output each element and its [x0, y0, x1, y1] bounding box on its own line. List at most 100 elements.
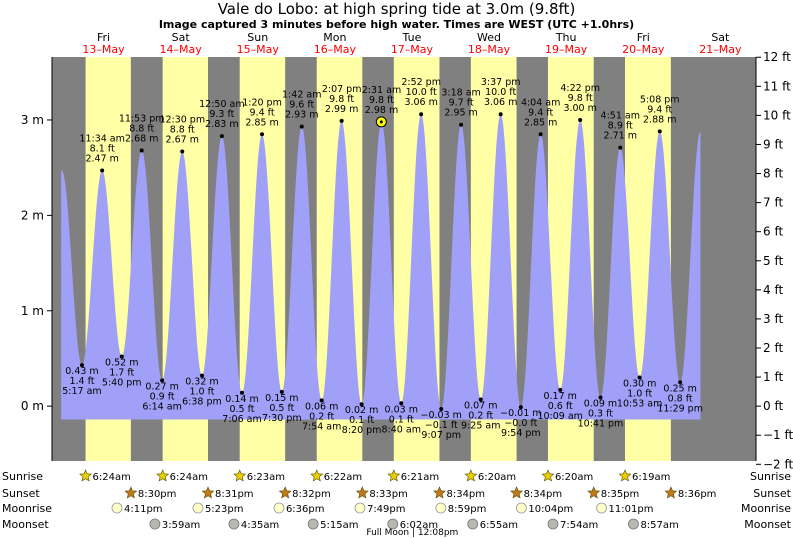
- high-tide-label: 5:08 pm: [640, 94, 680, 105]
- sunrise-time: 6:20am: [478, 472, 516, 483]
- day-of-week-label: Mon: [323, 31, 346, 44]
- high-tide-label: 11:34 am: [79, 134, 124, 145]
- moonset-time: 8:57am: [640, 520, 678, 531]
- sunrise-time: 6:21am: [401, 472, 439, 483]
- moonset-icon: [149, 518, 161, 530]
- day-of-week-label: Sun: [247, 31, 268, 44]
- high-tide-label: 2.83 m: [205, 119, 238, 130]
- low-tide-label: 0.43 m: [65, 366, 98, 377]
- moonrise-icon: [435, 502, 447, 514]
- day-of-week-label: Thu: [555, 31, 577, 44]
- low-tide-label: 0.30 m: [623, 379, 656, 390]
- high-tide-label: 2.47 m: [85, 154, 118, 165]
- high-tide-label: 9.8 ft: [329, 94, 354, 105]
- high-tide-label: 2.85 m: [524, 117, 557, 128]
- moonset-time: 4:35am: [241, 520, 279, 531]
- sunrise-time: 6:19am: [632, 472, 670, 483]
- high-tide-label: 3.00 m: [563, 103, 596, 114]
- high-tide-label: 2.99 m: [325, 104, 358, 115]
- sunrise-time: 6:24am: [170, 472, 208, 483]
- right-axis-tick-label: −1 ft: [763, 428, 793, 442]
- low-tide-label: 7:54 am: [302, 421, 341, 432]
- low-tide-point: [319, 398, 324, 403]
- low-tide-label: −0.03 m: [421, 410, 462, 421]
- sunset-time: 8:33pm: [369, 489, 408, 500]
- sunset-icon: [124, 486, 138, 499]
- right-axis-tick-label: 5 ft: [763, 254, 783, 268]
- low-tide-label: 10:53 am: [617, 399, 662, 410]
- low-tide-label: 0.03 m: [385, 404, 418, 415]
- low-tide-label: 0.5 ft: [229, 404, 254, 415]
- low-tide-point: [199, 373, 204, 378]
- high-tide-label: 8.9 ft: [608, 121, 633, 132]
- day-of-week-label: Tue: [402, 31, 422, 44]
- low-tide-label: −0.01 m: [500, 408, 541, 419]
- low-tide-label: 11:29 pm: [657, 403, 703, 414]
- high-tide-point: [498, 112, 503, 117]
- date-label: 15–May: [237, 43, 280, 56]
- low-tide-label: 7:06 am: [222, 414, 261, 425]
- low-tide-point: [119, 354, 124, 359]
- moonset-time: 7:54am: [560, 520, 598, 531]
- moonset-icon: [307, 518, 319, 530]
- moonset-row-label-right: Moonset: [744, 518, 791, 531]
- sunset-time: 8:36pm: [678, 489, 717, 500]
- moonset-time: 6:55am: [480, 520, 518, 531]
- sunrise-row-label-left: Sunrise: [2, 470, 43, 483]
- sunset-icon: [278, 486, 292, 499]
- high-tide-label: 2.68 m: [125, 133, 158, 144]
- low-tide-label: 7:30 pm: [262, 413, 302, 424]
- low-tide-point: [359, 402, 364, 407]
- date-label: 13–May: [82, 43, 125, 56]
- sunrise-time: 6:24am: [93, 472, 131, 483]
- date-label: 21–May: [699, 43, 742, 56]
- low-tide-label: 9:07 pm: [421, 430, 461, 441]
- low-tide-point: [558, 387, 563, 392]
- low-tide-label: 0.1 ft: [349, 415, 374, 426]
- date-label: 19–May: [545, 43, 588, 56]
- low-tide-label: 0.32 m: [185, 377, 218, 388]
- low-tide-label: 0.1 ft: [389, 414, 414, 425]
- full-moon-label: Full Moon | 12:08pm: [366, 528, 458, 538]
- high-tide-point: [578, 117, 583, 122]
- sunset-time: 8:31pm: [215, 489, 254, 500]
- low-tide-label: 5:17 am: [62, 386, 101, 397]
- day-of-week-label: Fri: [637, 31, 650, 44]
- page-subtitle: Image captured 3 minutes before high wat…: [158, 18, 635, 31]
- sunrise-icon: [464, 469, 478, 482]
- low-tide-label: 8:40 am: [382, 424, 421, 435]
- low-tide-label: 0.25 m: [663, 383, 696, 394]
- moonrise-icon: [515, 502, 527, 514]
- left-axis-tick-label: 1 m: [21, 304, 44, 318]
- moonrise-time: 5:23pm: [205, 504, 244, 515]
- high-tide-label: 2.67 m: [166, 134, 199, 145]
- high-tide-label: 4:04 am: [521, 97, 560, 108]
- low-tide-label: 9:25 am: [461, 420, 500, 431]
- low-tide-label: 0.17 m: [543, 391, 576, 402]
- sunrise-time: 6:20am: [555, 472, 593, 483]
- moonrise-time: 6:36pm: [286, 504, 325, 515]
- high-tide-point: [180, 149, 185, 154]
- moonrise-time: 10:04pm: [528, 504, 573, 515]
- sunrise-icon: [541, 469, 555, 482]
- high-tide-label: 1:42 am: [282, 90, 321, 101]
- moonset-row-label-left: Moonset: [2, 518, 49, 531]
- high-tide-point: [139, 148, 144, 153]
- high-tide-label: 2:52 pm: [401, 77, 441, 88]
- low-tide-point: [160, 378, 165, 383]
- sunrise-icon: [387, 469, 401, 482]
- low-tide-label: 0.06 m: [305, 401, 338, 412]
- sunset-time: 8:34pm: [446, 489, 485, 500]
- right-axis-tick-label: 9 ft: [763, 137, 783, 151]
- low-tide-label: 10:09 am: [537, 411, 582, 422]
- moonset-icon: [387, 518, 399, 530]
- high-tide-label: 2.71 m: [604, 131, 637, 142]
- low-tide-point: [240, 390, 245, 395]
- low-tide-label: 0.8 ft: [668, 393, 693, 404]
- low-tide-point: [79, 363, 84, 368]
- low-tide-label: 9:54 pm: [501, 428, 541, 439]
- low-tide-label: 0.9 ft: [150, 391, 175, 402]
- moonrise-row-label-left: Moonrise: [2, 502, 52, 515]
- sunset-icon: [510, 486, 524, 499]
- high-tide-point: [299, 124, 304, 129]
